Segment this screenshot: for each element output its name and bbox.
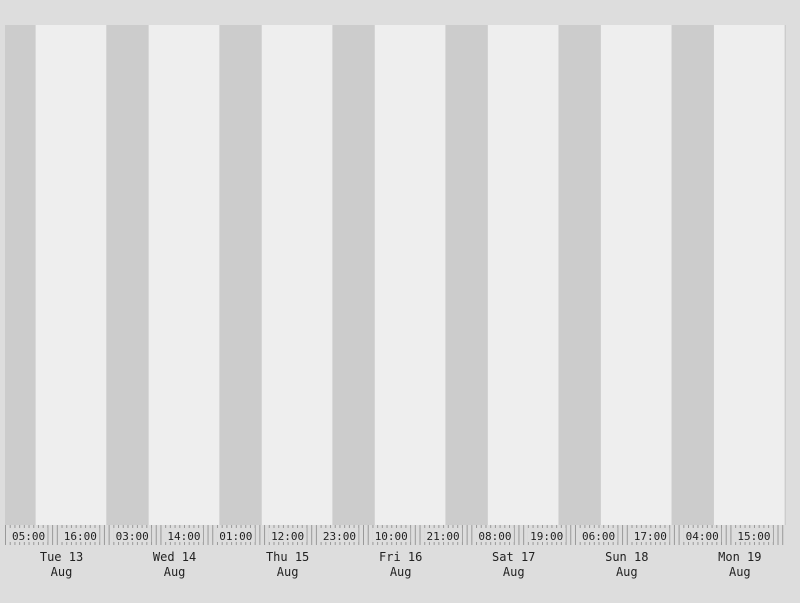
hour-tick-label: 08:00 [478,530,511,543]
hour-label-backdrop [320,528,359,542]
daylight-band [261,25,333,525]
hour-label-backdrop [527,528,566,542]
hour-tick-label: 21:00 [427,530,460,543]
day-label-weekday: Thu 15 [266,550,309,564]
daylight-band [600,25,672,525]
hour-tick-label: 23:00 [323,530,356,543]
day-label-month: Aug [277,565,299,579]
daylight-band [374,25,446,525]
hour-tick-label: 12:00 [271,530,304,543]
hour-label-backdrop [475,528,514,542]
hour-label-backdrop [61,528,100,542]
daylight-band [148,25,220,525]
hour-label-backdrop [631,528,670,542]
day-label-month: Aug [729,565,751,579]
hour-tick-label: 06:00 [582,530,615,543]
hour-tick-label: 17:00 [634,530,667,543]
hour-label-backdrop [683,528,722,542]
hour-label-backdrop [424,528,463,542]
hour-tick-label: 14:00 [167,530,200,543]
hour-tick-label: 16:00 [64,530,97,543]
day-label-weekday: Sat 17 [492,550,535,564]
day-label-month: Aug [390,565,412,579]
day-label-month: Aug [503,565,525,579]
day-label-month: Aug [51,565,73,579]
hour-label-backdrop [734,528,773,542]
hour-tick-label: 04:00 [686,530,719,543]
daylight-band [35,25,107,525]
hour-label-backdrop [268,528,307,542]
day-label-weekday: Wed 14 [153,550,196,564]
daylight-band [487,25,559,525]
hour-tick-label: 01:00 [219,530,252,543]
hour-tick-label: 19:00 [530,530,563,543]
day-label-weekday: Fri 16 [379,550,422,564]
day-label-month: Aug [164,565,186,579]
hour-label-backdrop [9,528,48,542]
hour-tick-label: 15:00 [737,530,770,543]
day-label-weekday: Tue 13 [40,550,83,564]
hour-tick-label: 03:00 [116,530,149,543]
day-label-weekday: Mon 19 [718,550,761,564]
hour-tick-labels: 05:00 16:00 03:00 14:00 01:00 12:00 23:00 10:00… [9,528,773,543]
hour-label-backdrop [216,528,255,542]
hour-tick-label: 10:00 [375,530,408,543]
hour-label-backdrop [113,528,152,542]
hour-label-backdrop [164,528,203,542]
hour-tick-label: 05:00 [12,530,45,543]
daylight-bands [35,25,785,525]
hour-label-backdrop [579,528,618,542]
hour-label-backdrop [372,528,411,542]
day-label-weekday: Sun 18 [605,550,648,564]
day-label-month: Aug [616,565,638,579]
daylight-band [713,25,785,525]
